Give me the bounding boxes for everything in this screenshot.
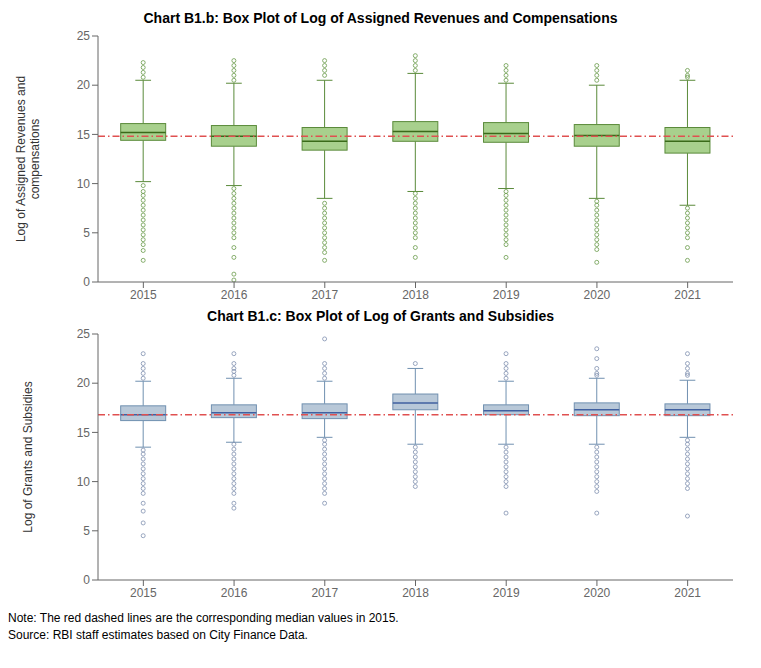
- svg-text:2019: 2019: [493, 586, 520, 600]
- svg-text:2021: 2021: [674, 586, 701, 600]
- svg-text:2018: 2018: [402, 288, 429, 302]
- svg-text:Log of Grants and Subsidies: Log of Grants and Subsidies: [21, 381, 35, 532]
- svg-text:2017: 2017: [311, 586, 338, 600]
- html-text:Chart B1.b: Box Plot of Log of: Chart B1.b: Box Plot of Log of Assigned …: [143, 10, 618, 26]
- svg-text:2017: 2017: [311, 288, 338, 302]
- svg-text:20: 20: [77, 376, 91, 390]
- html-text:Source: RBI staff estimates ba: Source: RBI staff estimates based on Cit…: [8, 628, 308, 642]
- svg-text:25: 25: [77, 29, 91, 43]
- svg-text:5: 5: [83, 524, 90, 538]
- html-text:Note: The red dashed lines are: Note: The red dashed lines are the corre…: [8, 611, 399, 625]
- svg-text:2016: 2016: [221, 288, 248, 302]
- svg-text:25: 25: [77, 327, 91, 341]
- svg-text:2021: 2021: [674, 288, 701, 302]
- svg-text:5: 5: [83, 226, 90, 240]
- svg-text:15: 15: [77, 128, 91, 142]
- svg-text:Log of Assigned Revenues andco: Log of Assigned Revenues andcompensation…: [14, 76, 42, 242]
- svg-text:2016: 2016: [221, 586, 248, 600]
- svg-text:0: 0: [83, 573, 90, 587]
- svg-text:2015: 2015: [130, 586, 157, 600]
- svg-text:2019: 2019: [493, 288, 520, 302]
- svg-text:20: 20: [77, 78, 91, 92]
- html-text:Chart B1.c: Box Plot of Log of: Chart B1.c: Box Plot of Log of Grants an…: [207, 308, 554, 324]
- svg-text:2018: 2018: [402, 586, 429, 600]
- svg-text:0: 0: [83, 275, 90, 289]
- svg-text:15: 15: [77, 426, 91, 440]
- svg-text:2015: 2015: [130, 288, 157, 302]
- svg-text:2020: 2020: [584, 288, 611, 302]
- svg-text:10: 10: [77, 177, 91, 191]
- svg-text:2020: 2020: [584, 586, 611, 600]
- svg-text:10: 10: [77, 475, 91, 489]
